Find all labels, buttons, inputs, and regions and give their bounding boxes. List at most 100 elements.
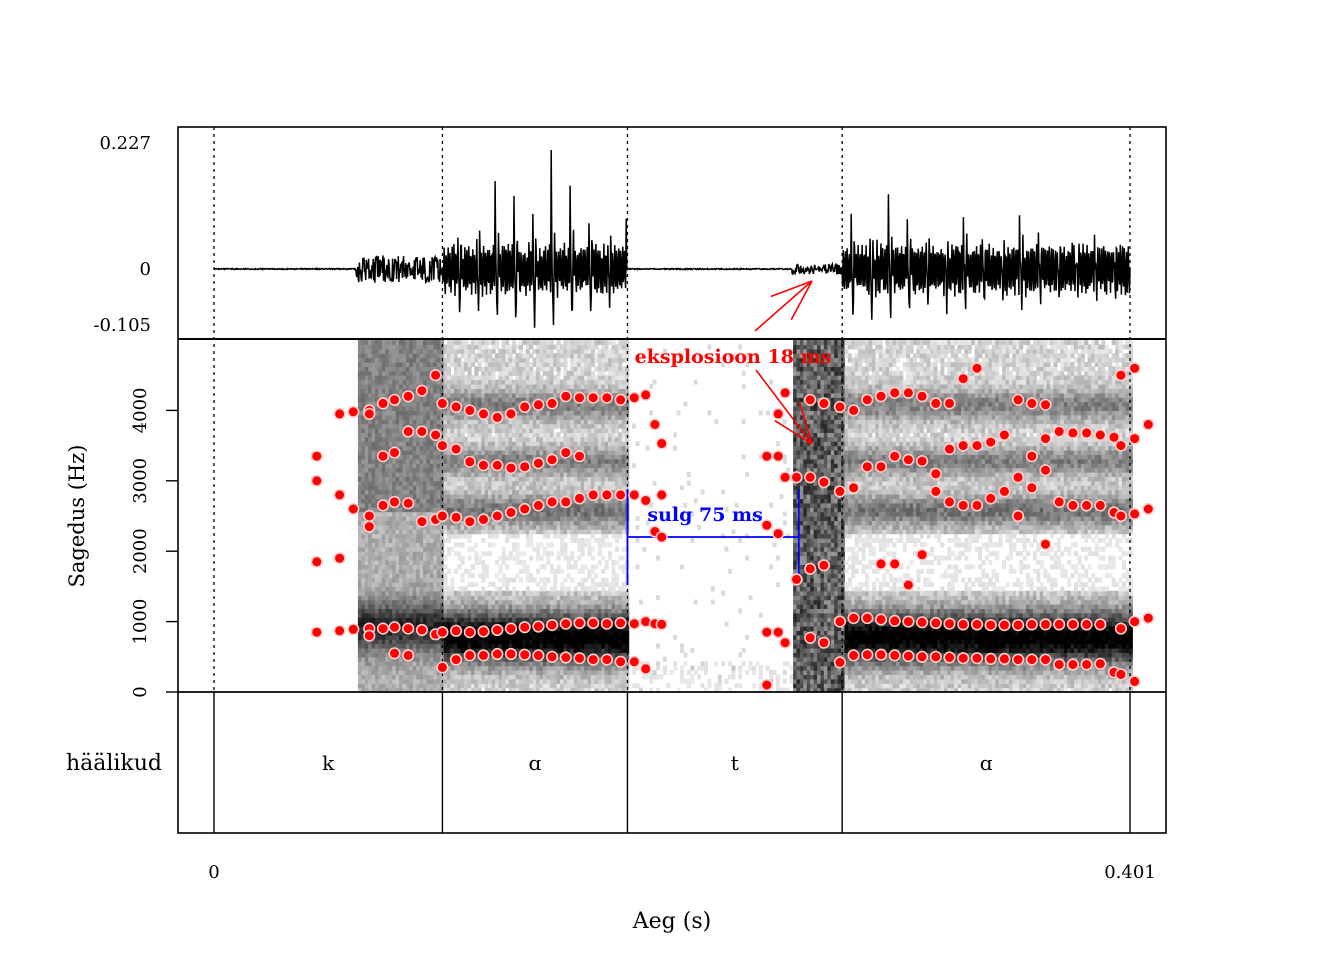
formant-point <box>1142 418 1155 431</box>
formant-point <box>491 647 504 661</box>
formant-point <box>450 624 463 637</box>
formant-point <box>363 509 376 523</box>
formant-point <box>587 653 600 666</box>
formant-point <box>915 650 929 663</box>
formant-point <box>984 436 997 449</box>
formant-point <box>778 636 792 649</box>
formant-point <box>655 437 668 450</box>
formant-point <box>415 425 429 438</box>
formant-point <box>929 616 942 630</box>
formant-point <box>415 623 429 637</box>
formant-point <box>388 393 401 406</box>
formant-point <box>984 618 997 632</box>
formant-point <box>477 649 490 662</box>
formant-point <box>915 548 929 561</box>
formant-point <box>760 519 773 532</box>
formant-point <box>600 653 614 666</box>
formant-point <box>628 655 641 668</box>
freq-tick-label: 2000 <box>130 528 151 574</box>
formant-point <box>491 509 504 523</box>
formant-point <box>402 390 415 403</box>
burst-label: eksplosioon 18 ms <box>635 346 832 368</box>
formant-point <box>804 471 817 484</box>
burst-arrow-down-head-a <box>774 419 813 445</box>
formant-point <box>970 439 984 452</box>
formant-point <box>1053 425 1066 438</box>
formant-point <box>639 662 652 675</box>
formant-point <box>559 390 572 403</box>
formant-point <box>518 400 531 414</box>
formant-point <box>491 411 504 424</box>
formant-point <box>1025 450 1038 463</box>
formant-point <box>532 499 545 512</box>
formant-point <box>518 460 531 473</box>
formant-point <box>402 622 415 635</box>
formant-point <box>648 418 662 431</box>
formant-point <box>310 474 323 487</box>
freq-tick-label: 0 <box>130 686 151 697</box>
formant-point <box>388 446 401 459</box>
formant-point <box>436 661 449 674</box>
formant-point <box>628 617 641 630</box>
formant-point <box>376 450 390 463</box>
formant-points <box>310 362 1155 692</box>
formant-point <box>463 404 476 417</box>
formant-point <box>415 515 429 528</box>
formant-point <box>504 506 518 519</box>
formant-point <box>915 455 929 468</box>
formant-point <box>804 562 817 575</box>
formant-point <box>450 653 463 666</box>
formant-point <box>1142 502 1155 516</box>
formant-point <box>559 495 572 509</box>
formant-point <box>772 407 785 421</box>
formant-point <box>532 398 545 411</box>
formant-point <box>1039 653 1052 666</box>
formant-point <box>491 623 504 637</box>
formant-point <box>1114 439 1127 452</box>
formant-point <box>984 492 997 505</box>
formant-point <box>957 618 970 631</box>
formant-point <box>532 620 545 633</box>
formant-point <box>376 499 390 512</box>
formant-point <box>518 502 531 516</box>
formant-point <box>888 386 901 399</box>
formant-point <box>929 397 942 410</box>
formant-point <box>874 460 888 473</box>
formant-point <box>902 615 915 628</box>
formant-point <box>1080 658 1093 671</box>
formant-point <box>1025 653 1038 666</box>
segment-label: ɑ <box>528 751 541 775</box>
formant-point <box>1128 362 1141 375</box>
formant-point <box>760 678 773 692</box>
formant-point <box>1114 622 1127 635</box>
formant-point <box>1066 658 1079 671</box>
segment-label: t <box>731 751 739 775</box>
formant-point <box>861 648 874 661</box>
formant-point <box>1094 499 1107 512</box>
formant-point <box>518 648 531 661</box>
formant-point <box>450 443 463 456</box>
closure-label: sulg 75 ms <box>647 504 762 526</box>
formant-point <box>477 407 490 421</box>
formant-point <box>804 393 817 406</box>
formant-point <box>628 488 641 502</box>
formant-point <box>1039 432 1052 445</box>
formant-point <box>915 616 929 629</box>
formant-point <box>1066 426 1079 440</box>
formant-point <box>847 481 860 494</box>
formant-point <box>957 499 970 512</box>
time-end-label: 0.401 <box>1104 862 1156 883</box>
formant-point <box>902 386 915 399</box>
formant-point <box>984 652 997 666</box>
panel-frames <box>177 126 1167 834</box>
formant-point <box>559 617 572 630</box>
formant-point <box>402 649 415 662</box>
formant-point <box>1039 618 1052 631</box>
formant-point <box>655 530 668 544</box>
time-start-label: 0 <box>208 862 219 883</box>
formant-point <box>333 552 346 565</box>
formant-point <box>463 649 476 662</box>
formant-point <box>902 453 915 466</box>
formant-point <box>778 471 792 484</box>
formant-point <box>874 557 888 571</box>
